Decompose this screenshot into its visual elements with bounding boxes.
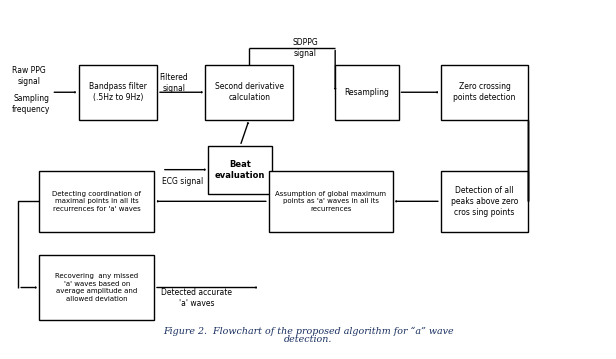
Text: Resampling: Resampling (344, 88, 389, 97)
Text: Zero crossing
points detection: Zero crossing points detection (453, 82, 516, 102)
Bar (208, 146, 272, 194)
Bar (205, 65, 293, 120)
Text: Sampling
frequency: Sampling frequency (12, 94, 51, 114)
Bar (441, 65, 529, 120)
Bar (39, 255, 154, 320)
Bar (39, 171, 154, 232)
Bar (441, 171, 529, 232)
Text: Filtered
signal: Filtered signal (160, 73, 188, 93)
Text: Beat
evaluation: Beat evaluation (215, 160, 265, 180)
Text: detection.: detection. (284, 335, 332, 344)
Bar (79, 65, 157, 120)
Text: ECG signal: ECG signal (162, 177, 203, 186)
Text: Bandpass filter
(.5Hz to 9Hz): Bandpass filter (.5Hz to 9Hz) (89, 82, 147, 102)
Text: Detection of all
peaks above zero
cros sing points: Detection of all peaks above zero cros s… (451, 186, 518, 217)
Text: Figure 2.  Flowchart of the proposed algorithm for “a” wave: Figure 2. Flowchart of the proposed algo… (163, 327, 453, 336)
Bar (335, 65, 399, 120)
Text: Assumption of global maximum
points as 'a' waves in all its
recurrences: Assumption of global maximum points as '… (275, 191, 386, 212)
Bar (269, 171, 392, 232)
Text: SDPPG
signal: SDPPG signal (292, 38, 318, 57)
Text: Detected accurate
'a' waves: Detected accurate 'a' waves (161, 288, 232, 308)
Text: Raw PPG
signal: Raw PPG signal (12, 66, 46, 86)
Text: Recovering  any missed
'a' waves based on
average amplitude and
allowed deviatio: Recovering any missed 'a' waves based on… (55, 274, 138, 302)
Text: Detecting coordination of
maximal points in all its
recurrences for 'a' waves: Detecting coordination of maximal points… (52, 191, 141, 212)
Text: Second derivative
calculation: Second derivative calculation (214, 82, 283, 102)
